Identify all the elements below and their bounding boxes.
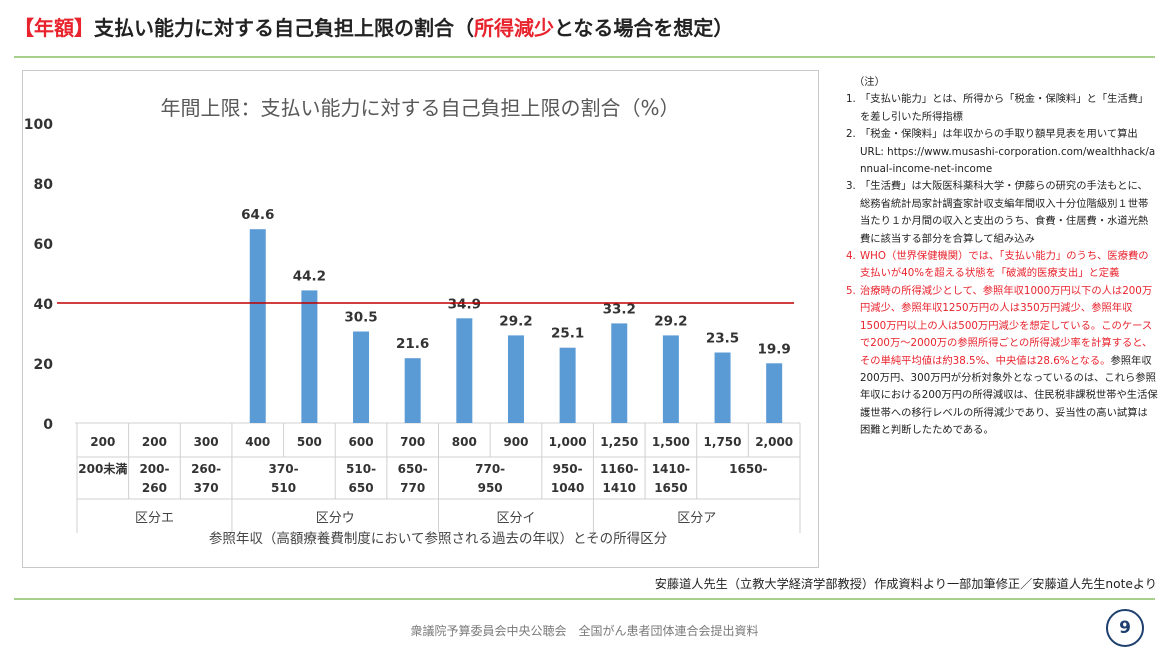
slide-title: 【年額】支払い能力に対する自己負担上限の割合（所得減少となる場合を想定）	[14, 12, 733, 41]
y-tick-label: 60	[34, 237, 54, 253]
chart-svg: 年間上限：支払い能力に対する自己負担上限の割合（%） 0 20 40 60 80 100 20…	[24, 96, 801, 547]
note-number: 2.	[846, 128, 856, 141]
x-tick-label: 300	[194, 435, 219, 449]
income-range-label: 1650-	[729, 462, 767, 476]
data-label: 23.5	[706, 331, 739, 347]
x-tick-label: 200	[90, 435, 115, 449]
income-range-label: 950-	[553, 462, 583, 476]
data-label: 29.2	[654, 313, 687, 329]
bar	[662, 335, 679, 423]
title-highlight: 所得減少	[474, 16, 554, 40]
x-tick-label: 200	[142, 435, 167, 449]
note-item-3: 3. 「生活費」は大阪医科薬科大学・伊藤らの研究の手法もとに、総務省統計局家計調…	[836, 178, 1158, 248]
y-tick-label: 80	[34, 177, 54, 193]
bar	[766, 363, 783, 423]
note-text: 「生活費」は大阪医科薬科大学・伊藤らの研究の手法もとに、総務省統計局家計調査家計…	[860, 180, 1149, 245]
y-tick-label: 0	[43, 417, 53, 433]
x-tick-label: 1,250	[600, 435, 638, 449]
note-item-2: 2. 「税金・保険料」は年収からの手取り額早見表を用いて算出 URL: http…	[836, 126, 1158, 178]
income-group-label: 区分ア	[677, 511, 716, 526]
income-range-label: 370	[194, 481, 219, 495]
note-number: 5.	[846, 284, 856, 297]
income-range-label: 200-	[139, 462, 169, 476]
x-tick-label: 900	[503, 435, 528, 449]
note-text: 治療時の所得減少として、参照年収1000万円以下の人は200万円減少、参照年収1…	[860, 284, 1153, 367]
y-tick-label: 40	[34, 297, 54, 313]
data-label: 44.2	[293, 268, 326, 284]
bar	[249, 229, 266, 423]
bar	[611, 323, 628, 423]
source-credit: 安藤道人先生（立教大学経済学部教授）作成資料より一部加筆修正／安藤道人先生not…	[654, 577, 1157, 591]
income-range-label: 510-	[346, 462, 376, 476]
note-number: 1.	[846, 93, 856, 106]
x-tick-label: 500	[297, 435, 322, 449]
note-number: 3.	[846, 180, 856, 193]
note-item-4: 4. WHO（世界保健機関）では、「支払い能力」のうち、医療費の支払いが40%を…	[836, 248, 1158, 283]
income-group-label: 区分エ	[135, 511, 174, 526]
income-range-label: 950	[478, 481, 503, 495]
notes-panel: （注） 1. 「支払い能力」とは、所得から「税金・保険料」と「生活費」を差し引い…	[836, 74, 1158, 440]
title-main: 支払い能力に対する自己負担上限の割合（	[94, 16, 474, 40]
note-text: 「支払い能力」とは、所得から「税金・保険料」と「生活費」を差し引いた所得指標	[860, 93, 1149, 123]
footer-divider	[14, 598, 1155, 600]
note-item-1: 1. 「支払い能力」とは、所得から「税金・保険料」と「生活費」を差し引いた所得指…	[836, 91, 1158, 126]
chart-title: 年間上限：支払い能力に対する自己負担上限の割合（%）	[160, 96, 679, 120]
title-bracket: 【年額】	[14, 16, 94, 40]
income-range-label: 1410-	[652, 462, 690, 476]
income-range-label: 510	[271, 481, 296, 495]
x-tick-label: 2,000	[755, 435, 793, 449]
income-range-label: 650	[349, 481, 374, 495]
data-label: 64.6	[241, 207, 274, 223]
bar	[507, 335, 524, 423]
note-number: 4.	[846, 250, 856, 263]
income-range-label: 1410	[603, 481, 636, 495]
x-axis-title: 参照年収（高額療養費制度において参照される過去の年収）とその所得区分	[209, 530, 667, 547]
data-label: 19.9	[758, 341, 791, 357]
data-label: 30.5	[344, 310, 377, 326]
income-range-label: 770-	[475, 462, 505, 476]
income-range-label: 260	[142, 481, 167, 495]
note-text: 「税金・保険料」は年収からの手取り額早見表を用いて算出	[860, 128, 1138, 141]
income-range-label: 370-	[269, 462, 299, 476]
income-group-label: 区分イ	[496, 511, 535, 526]
x-tick-label: 800	[452, 435, 477, 449]
title-tail: となる場合を想定）	[554, 16, 734, 40]
x-tick-label: 1,000	[549, 435, 587, 449]
income-range-label: 200未満	[78, 461, 127, 476]
data-label: 34.9	[448, 296, 481, 312]
title-divider	[14, 56, 1155, 58]
page-number-badge: 9	[1106, 609, 1144, 647]
x-tick-label: 1,750	[704, 435, 742, 449]
bar	[301, 290, 318, 423]
bar	[714, 352, 731, 423]
y-tick-label: 100	[24, 117, 53, 133]
x-tick-label: 1,500	[652, 435, 690, 449]
footer-text: 衆議院予算委員会中央公聴会 全国がん患者団体連合会提出資料	[410, 624, 759, 638]
note-text: WHO（世界保健機関）では、「支払い能力」のうち、医療費の支払いが40%を超える…	[860, 250, 1149, 280]
note-item-5: 5. 治療時の所得減少として、参照年収1000万円以下の人は200万円減少、参照…	[836, 283, 1158, 440]
data-label: 29.2	[499, 313, 532, 329]
income-range-label: 1040	[551, 481, 584, 495]
income-range-label: 1160-	[600, 462, 638, 476]
bar	[456, 318, 473, 423]
chart-frame: 年間上限：支払い能力に対する自己負担上限の割合（%） 0 20 40 60 80 100 20…	[22, 70, 819, 568]
data-label: 21.6	[396, 336, 429, 352]
bar	[559, 347, 576, 423]
bar	[353, 331, 370, 423]
notes-header: （注）	[854, 76, 885, 88]
bar	[404, 358, 421, 423]
y-tick-label: 20	[34, 357, 54, 373]
x-tick-label: 600	[349, 435, 374, 449]
note-text-continued: 参照年収200万円、300万円が分析対象外となっているのは、これら参照年収におけ…	[860, 354, 1158, 437]
data-label: 25.1	[551, 326, 584, 342]
income-range-label: 770	[400, 481, 425, 495]
x-tick-label: 400	[245, 435, 270, 449]
data-label: 33.2	[603, 301, 636, 317]
income-range-label: 650-	[398, 462, 428, 476]
income-range-label: 260-	[191, 462, 221, 476]
income-range-label: 1650	[654, 481, 687, 495]
income-group-label: 区分ウ	[316, 511, 355, 526]
x-tick-label: 700	[400, 435, 425, 449]
note-url: URL: https://www.musashi-corporation.com…	[860, 145, 1156, 176]
